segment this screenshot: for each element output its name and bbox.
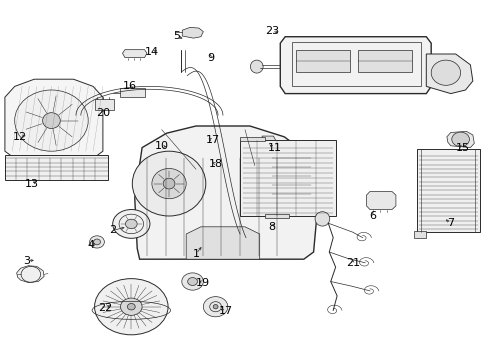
Ellipse shape <box>452 132 469 147</box>
Bar <box>296 50 350 72</box>
Polygon shape <box>135 126 318 259</box>
Ellipse shape <box>213 305 218 309</box>
Polygon shape <box>5 79 103 158</box>
Ellipse shape <box>163 178 175 189</box>
Text: 19: 19 <box>196 278 210 288</box>
Ellipse shape <box>203 297 228 317</box>
Text: 2: 2 <box>109 225 116 235</box>
Ellipse shape <box>90 236 104 248</box>
Ellipse shape <box>15 90 88 151</box>
Polygon shape <box>5 155 108 180</box>
Ellipse shape <box>188 278 197 285</box>
Text: 10: 10 <box>155 141 169 151</box>
Polygon shape <box>122 50 147 58</box>
Polygon shape <box>182 27 203 38</box>
Polygon shape <box>262 136 275 144</box>
Text: 17: 17 <box>206 135 220 145</box>
Ellipse shape <box>431 60 461 85</box>
Ellipse shape <box>163 136 185 154</box>
Polygon shape <box>265 214 289 218</box>
Polygon shape <box>447 131 474 148</box>
Ellipse shape <box>113 210 150 238</box>
Text: 8: 8 <box>269 222 275 232</box>
Ellipse shape <box>125 219 137 229</box>
Text: 7: 7 <box>447 218 454 228</box>
Text: 20: 20 <box>96 108 110 118</box>
Ellipse shape <box>132 151 206 216</box>
Polygon shape <box>270 140 314 198</box>
Ellipse shape <box>196 156 210 168</box>
Text: 21: 21 <box>346 258 360 268</box>
Polygon shape <box>280 37 431 94</box>
Text: 1: 1 <box>193 249 199 259</box>
Text: 15: 15 <box>456 143 470 153</box>
Text: 13: 13 <box>25 179 39 189</box>
Bar <box>240 140 336 216</box>
Polygon shape <box>120 88 145 97</box>
Ellipse shape <box>182 273 203 290</box>
Polygon shape <box>414 231 426 238</box>
Text: 5: 5 <box>173 31 180 41</box>
Ellipse shape <box>95 279 168 335</box>
Polygon shape <box>426 54 473 94</box>
Polygon shape <box>186 227 260 259</box>
Ellipse shape <box>121 298 142 315</box>
Text: 14: 14 <box>145 47 159 57</box>
Ellipse shape <box>127 303 135 310</box>
Bar <box>358 50 412 72</box>
Text: 6: 6 <box>369 211 376 221</box>
Ellipse shape <box>199 131 217 146</box>
Polygon shape <box>367 192 396 210</box>
Polygon shape <box>240 137 265 141</box>
Text: 4: 4 <box>87 240 94 250</box>
Ellipse shape <box>94 239 100 245</box>
Polygon shape <box>17 266 44 283</box>
Text: 11: 11 <box>268 143 281 153</box>
Text: 12: 12 <box>13 132 26 142</box>
Ellipse shape <box>43 113 60 129</box>
Bar <box>416 149 480 232</box>
Ellipse shape <box>169 140 179 149</box>
Ellipse shape <box>250 60 263 73</box>
Ellipse shape <box>315 212 330 226</box>
Bar <box>95 99 114 110</box>
Text: 23: 23 <box>265 26 279 36</box>
Text: 16: 16 <box>123 81 137 91</box>
Text: 3: 3 <box>24 256 30 266</box>
Ellipse shape <box>152 168 186 199</box>
Text: 9: 9 <box>207 53 214 63</box>
Polygon shape <box>265 150 276 153</box>
Text: 18: 18 <box>209 159 222 169</box>
Text: 22: 22 <box>98 303 113 313</box>
Text: 17: 17 <box>219 306 232 316</box>
